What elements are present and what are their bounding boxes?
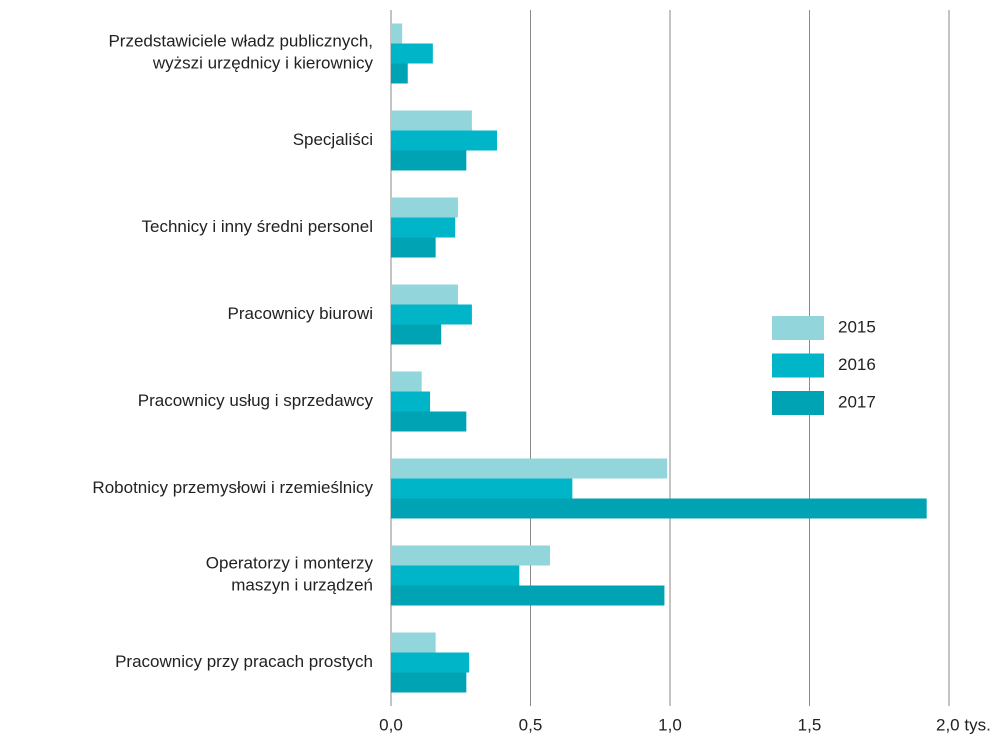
x-tick-label: 2,0 tys. [936,715,991,734]
bar [391,411,467,432]
bar [391,284,458,305]
x-tick-label: 0,5 [519,715,543,734]
x-tick-label: 1,5 [798,715,822,734]
legend-swatch [772,391,824,415]
bar [391,585,665,606]
y-tick-label: Pracownicy biurowi [228,304,374,323]
legend-label: 2015 [838,317,876,336]
bar [391,478,573,499]
bar [391,545,551,566]
x-tick-label: 1,0 [658,715,682,734]
bar [391,324,442,345]
bar [391,43,433,64]
bar [391,632,436,653]
bar [391,458,668,479]
y-tick-label: Specjaliści [293,130,373,149]
bar [391,197,458,218]
bar [391,237,436,258]
bar [391,652,470,673]
bar [391,371,422,392]
bar [391,304,472,325]
bar [391,391,431,412]
bar [391,150,467,171]
bar [391,63,408,84]
y-tick-label: Pracownicy usług i sprzedawcy [138,391,374,410]
y-tick-label: Przedstawiciele władz publicznych, wyższi… [108,32,373,73]
y-tick-label: Robotnicy przemysłowi i rzemieślnicy [92,478,373,497]
y-tick-label: Technicy i inny średni personel [141,217,373,236]
bar [391,498,927,519]
bar [391,217,456,238]
legend-label: 2016 [838,355,876,374]
bar [391,110,472,131]
bar [391,23,403,44]
legend-swatch [772,353,824,378]
x-tick-label: 0,0 [379,715,403,734]
legend-swatch [772,316,824,340]
bar [391,672,467,693]
bar [391,130,498,151]
y-tick-label: Operatorzy i monterzy maszyn i urządzeń [206,554,374,595]
y-tick-label: Pracownicy przy pracach prostych [115,652,373,671]
bar [391,565,520,586]
legend-label: 2017 [838,392,876,411]
